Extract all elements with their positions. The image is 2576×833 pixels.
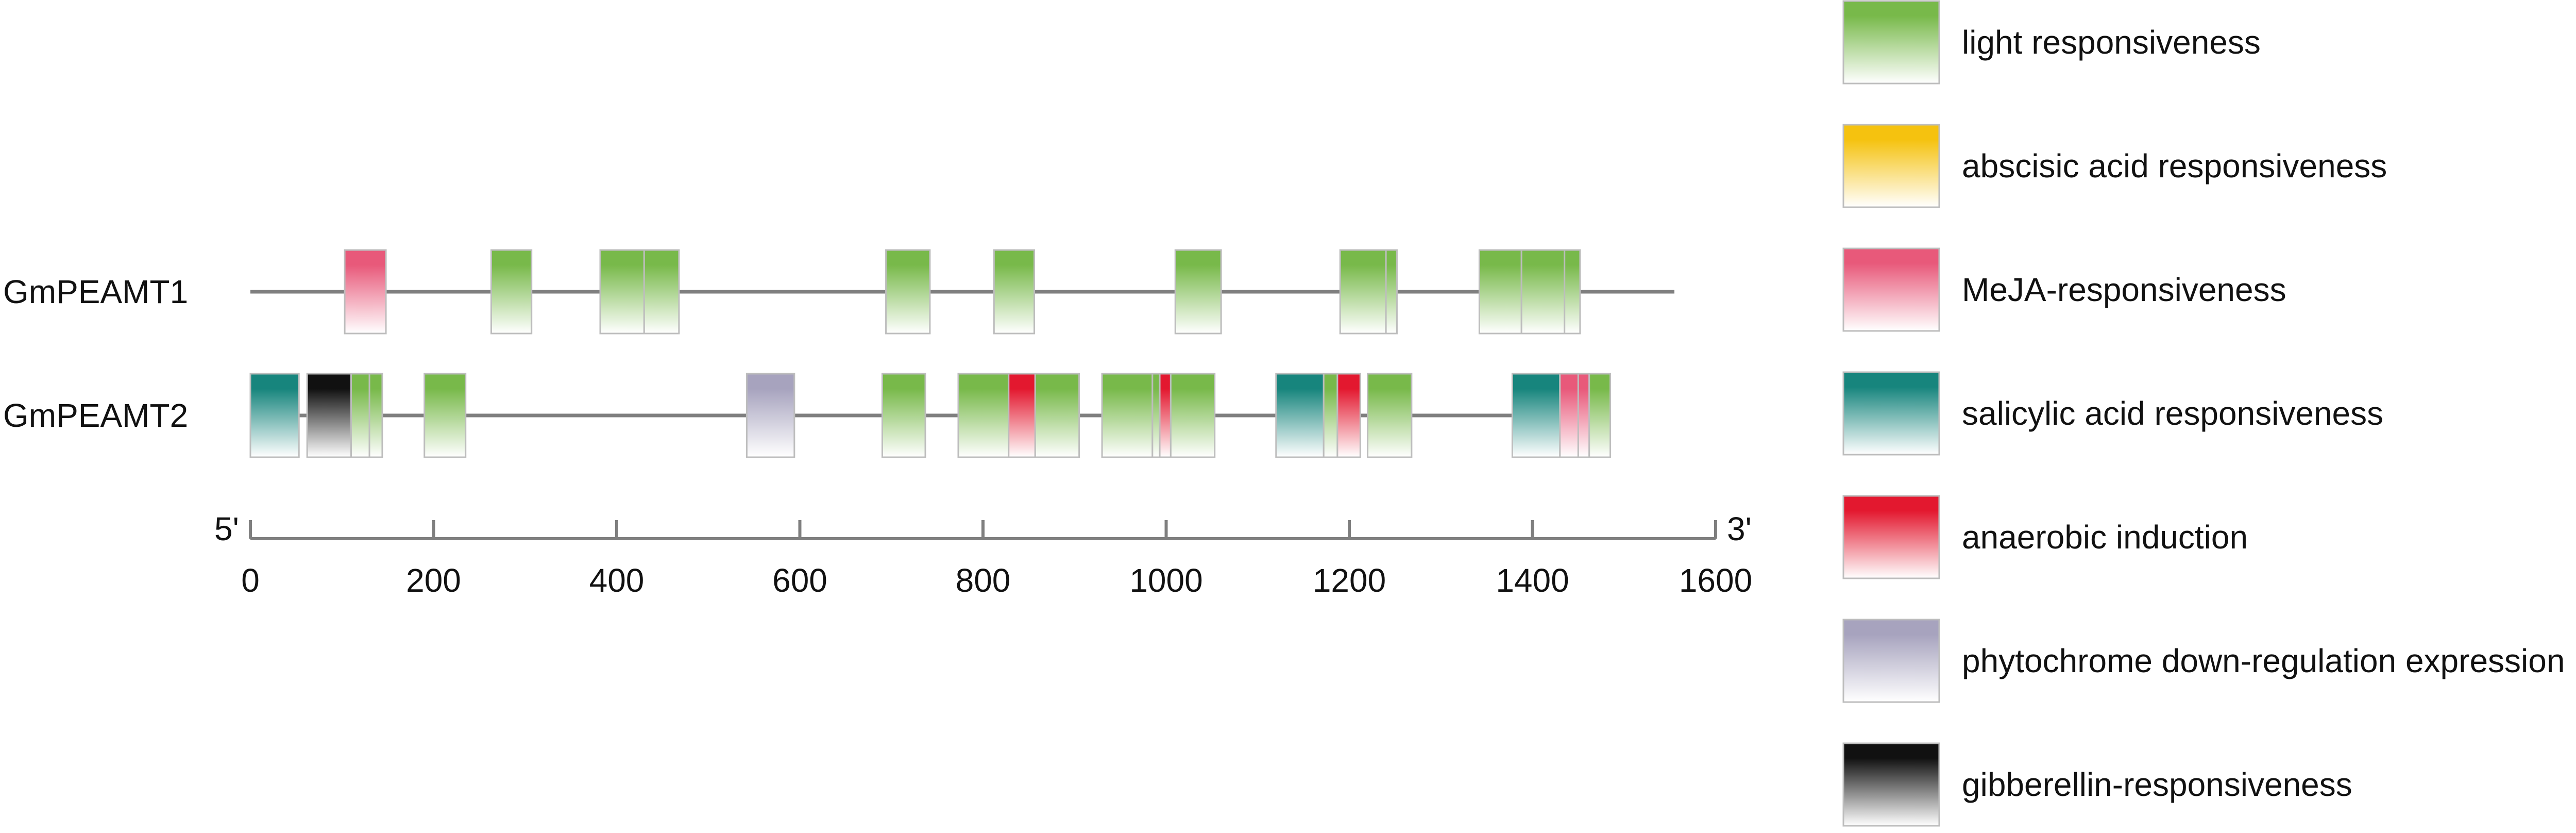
cis-element-anaerobic [1008, 373, 1036, 458]
cis-element-gibberellin [306, 373, 352, 458]
cis-element-light [1367, 373, 1413, 458]
legend-swatch [1842, 0, 1940, 85]
cis-element-light [1323, 373, 1338, 458]
cis-element-light [993, 249, 1036, 335]
cis-element-light [1034, 373, 1080, 458]
gene-name: GmPEAMT2 [3, 397, 188, 434]
gene-tracks: GmPEAMT1 GmPEAMT2 [3, 249, 1675, 458]
legend-item-anaerobic: anaerobic induction [1842, 495, 2248, 579]
legend-label: anaerobic induction [1962, 519, 2248, 556]
gene-track-GmPEAMT2: GmPEAMT2 [3, 373, 1612, 458]
legend-swatch [1842, 619, 1940, 703]
legend-label: phytochrome down-regulation expression [1962, 642, 2565, 679]
axis-tick-label: 200 [406, 562, 461, 599]
legend-item-light: light responsiveness [1842, 0, 2261, 85]
cis-element-light [1588, 373, 1612, 458]
legend-item-meja: MeJA-responsiveness [1842, 247, 2286, 332]
cis-element-light [350, 373, 370, 458]
legend-item-phytochrome: phytochrome down-regulation expression [1842, 619, 2565, 703]
cis-element-light [368, 373, 383, 458]
axis-tick-label: 1600 [1679, 562, 1752, 599]
gene-name: GmPEAMT1 [3, 273, 188, 310]
cis-element-light [1478, 249, 1522, 335]
legend-label: salicylic acid responsiveness [1962, 395, 2383, 432]
axis-tick-label: 1000 [1129, 562, 1202, 599]
five-prime-label: 5' [214, 510, 239, 547]
cis-element-salicylic [249, 373, 300, 458]
legend-swatch [1842, 495, 1940, 579]
position-axis: 0 200 400 600 800 1000 1200 1400 1600 5' 3' [214, 510, 1752, 599]
cis-element-meja [344, 249, 387, 335]
axis-tick-label: 600 [772, 562, 827, 599]
cis-element-light [1101, 373, 1154, 458]
axis-tick-label: 0 [241, 562, 260, 599]
cis-element-anaerobic [1159, 373, 1172, 458]
axis-tick-label: 1400 [1496, 562, 1569, 599]
legend-item-abscisic: abscisic acid responsiveness [1842, 124, 2387, 208]
legend-swatch [1842, 247, 1940, 332]
cis-element-phytochrome [745, 373, 795, 458]
cis-element-light [881, 373, 926, 458]
cis-element-salicylic [1275, 373, 1325, 458]
cis-element-light [1520, 249, 1566, 335]
cis-element-meja [1559, 373, 1579, 458]
cis-element-anaerobic [1336, 373, 1361, 458]
three-prime-label: 3' [1727, 510, 1752, 547]
legend-swatch [1842, 124, 1940, 208]
cis-element-light [599, 249, 645, 335]
legend-label: abscisic acid responsiveness [1962, 147, 2387, 185]
cis-element-light [1385, 249, 1398, 335]
legend-label: light responsiveness [1962, 24, 2261, 61]
axis-tick-label: 400 [589, 562, 645, 599]
cis-element-light [885, 249, 931, 335]
cis-element-light [957, 373, 1010, 458]
legend-swatch [1842, 371, 1940, 456]
legend: light responsiveness abscisic acid respon… [1842, 0, 2565, 827]
cis-element-light [423, 373, 467, 458]
legend-item-gibberellin: gibberellin-responsiveness [1842, 742, 2352, 827]
cis-element-salicylic [1511, 373, 1561, 458]
cis-element-light [490, 249, 533, 335]
cis-element-light [1339, 249, 1387, 335]
cis-element-meja [1577, 373, 1590, 458]
cis-element-light [643, 249, 680, 335]
gene-track-GmPEAMT1: GmPEAMT1 [3, 249, 1675, 335]
legend-swatch [1842, 742, 1940, 827]
axis-tick-label: 1200 [1313, 562, 1386, 599]
legend-label: gibberellin-responsiveness [1962, 766, 2352, 803]
cis-element-light [1564, 249, 1581, 335]
cis-element-light [1151, 373, 1161, 458]
axis-tick-label: 800 [956, 562, 1011, 599]
cis-element-light [1170, 373, 1216, 458]
legend-label: MeJA-responsiveness [1962, 271, 2286, 308]
legend-item-salicylic: salicylic acid responsiveness [1842, 371, 2383, 456]
cis-element-light [1174, 249, 1222, 335]
